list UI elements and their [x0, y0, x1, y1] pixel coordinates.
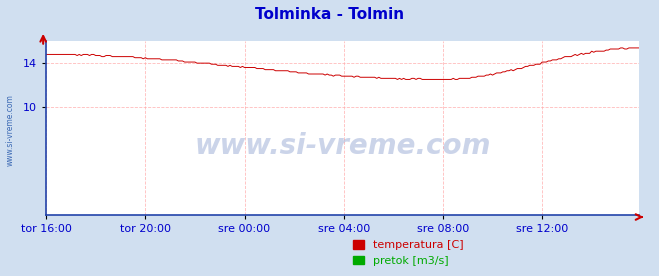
Text: www.si-vreme.com: www.si-vreme.com [194, 132, 491, 160]
Text: www.si-vreme.com: www.si-vreme.com [5, 94, 14, 166]
Text: Tolminka - Tolmin: Tolminka - Tolmin [255, 7, 404, 22]
Legend: temperatura [C], pretok [m3/s]: temperatura [C], pretok [m3/s] [349, 236, 469, 270]
